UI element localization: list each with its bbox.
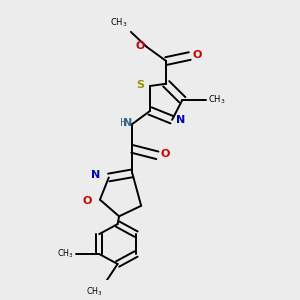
Text: O: O bbox=[193, 50, 202, 60]
Text: O: O bbox=[135, 41, 145, 51]
Text: N: N bbox=[123, 118, 132, 128]
Text: CH$_3$: CH$_3$ bbox=[110, 16, 128, 29]
Text: O: O bbox=[82, 196, 92, 206]
Text: CH$_3$: CH$_3$ bbox=[86, 286, 103, 298]
Text: S: S bbox=[136, 80, 145, 90]
Text: CH$_3$: CH$_3$ bbox=[57, 248, 74, 260]
Text: CH$_3$: CH$_3$ bbox=[208, 94, 226, 106]
Text: N: N bbox=[176, 116, 185, 125]
Text: H: H bbox=[120, 118, 127, 128]
Text: N: N bbox=[91, 170, 100, 180]
Text: O: O bbox=[161, 149, 170, 160]
